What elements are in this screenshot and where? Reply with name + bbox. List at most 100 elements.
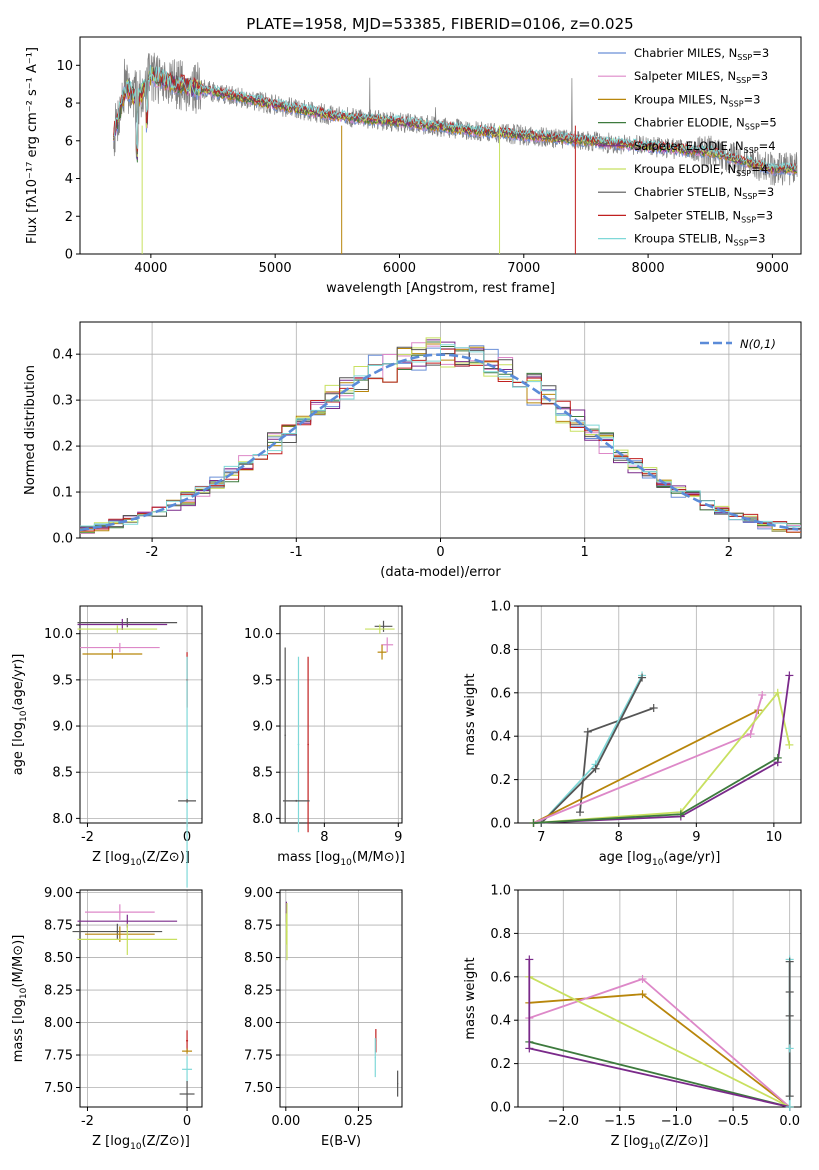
legend-subscript: SSP [741, 215, 756, 224]
residuals-xlabel: (data-model)/error [380, 565, 501, 580]
legend-subscript: SSP [734, 239, 749, 248]
label-part: (age/yr)] [663, 850, 720, 865]
label-part: (age/yr)] [11, 654, 26, 711]
weight-series-line [533, 709, 759, 824]
legend-text: Salpeter STELIB, N [634, 208, 741, 222]
x-tick-label: 7 [537, 830, 545, 845]
y-tick-label: 10.0 [244, 627, 273, 642]
y-tick-label: 8.25 [244, 984, 273, 999]
legend-entry-label: Chabrier STELIB, NSSP=3 [634, 185, 774, 201]
y-tick-label: 0.6 [490, 970, 511, 985]
y-tick-label: 9.00 [44, 886, 73, 901]
y-tick-label: 4 [65, 172, 73, 187]
x-tick-label: −2.0 [547, 1114, 579, 1129]
x-tick-label: 9000 [756, 261, 789, 276]
y-tick-label: 8.75 [244, 919, 273, 934]
residual-histogram-series [80, 344, 801, 528]
weight_vs_Z-xlabel: Z [log10(Z/Z⊙)] [611, 1134, 709, 1152]
legend-text: Kroupa MILES, N [634, 92, 729, 106]
mass_vs_Z-ylabel: mass [log10(M/M⊙)] [11, 935, 29, 1063]
legend-text: Kroupa ELODIE, N [634, 162, 736, 176]
label-part: age [ [599, 850, 632, 865]
model-spectrum-line [113, 65, 798, 171]
residuals-ylabel: Normed distribution [23, 365, 38, 495]
legend-text: Chabrier STELIB, N [634, 185, 742, 199]
mass_vs_Z-axes: -2 07.507.758.008.258.508.759.00Z [log10(… [11, 886, 203, 1152]
y-tick-label: 8.25 [44, 984, 73, 999]
y-tick-label: 0.6 [490, 686, 511, 701]
x-tick-label: 0.00 [271, 1114, 300, 1129]
spectrum-xlabel: wavelength [Angstrom, rest frame] [326, 281, 555, 296]
residuals-axes: -2 -1 0 1 2 0.0 0.1 0.2 0.3 0.4 (data-model)/error… [23, 321, 802, 580]
weight-series-line [540, 677, 643, 824]
y-tick-label: 9.0 [52, 720, 73, 735]
mass_vs_ebv-axes: 0.00 0.25 7.50 7.75 8.00 8.25 8.50 8.75 9.00 E(B-… [244, 886, 403, 1149]
label-part: log [321, 850, 341, 865]
y-tick-label: 8.0 [252, 812, 273, 827]
weight-series-line [533, 694, 764, 824]
x-tick-label: 8000 [632, 261, 665, 276]
y-tick-label: 0.0 [490, 817, 511, 832]
age_vs_Z-xlabel: Z [log10(Z/Z⊙)] [92, 850, 190, 868]
y-tick-label: 8.75 [44, 919, 73, 934]
x-tick-label: 1 [581, 545, 589, 560]
age_vs_mass-points [282, 620, 395, 833]
legend-text: Salpeter MILES, N [634, 69, 736, 83]
legend-entry-label: Salpeter ELODIE, NSSP=4 [634, 139, 776, 155]
x-tick-label: -2 [81, 1114, 94, 1129]
age_vs_mass-axes: 8 9 8.0 8.5 9.0 9.5 10.0 mass [log10(M/M⊙)] [244, 605, 405, 868]
x-tick-label: -1 [290, 545, 303, 560]
weight_vs_Z-ylabel: mass weight [463, 957, 478, 1039]
y-tick-label: 8.50 [244, 951, 273, 966]
weight-series-line [528, 959, 790, 1108]
label-part: Z [ [611, 1134, 629, 1149]
x-tick-label: 7000 [507, 261, 540, 276]
y-tick-label: 7.50 [244, 1081, 273, 1096]
x-tick-label: 8 [320, 830, 328, 845]
x-tick-label: 10 [766, 830, 783, 845]
weight-series-line [528, 975, 791, 1108]
age_vs_Z-frame [79, 605, 203, 824]
label-part: mass [ [11, 1019, 26, 1062]
x-tick-label: 0 [183, 1114, 191, 1129]
label-part: mass [ [277, 850, 320, 865]
weight-series-line [529, 993, 791, 1108]
mass_vs_ebv-xlabel: E(B-V) [321, 1134, 361, 1149]
x-tick-label: 6000 [383, 261, 416, 276]
x-tick-label: 0.25 [344, 1114, 373, 1129]
label-part: (M/M⊙)] [352, 850, 405, 865]
weight_vs_age-series [529, 671, 794, 827]
y-tick-label: 10 [56, 59, 73, 74]
legend-text: Kroupa STELIB, N [634, 232, 734, 246]
y-tick-label: 1.0 [490, 600, 511, 615]
mass_vs_Z-frame [79, 889, 203, 1108]
y-tick-label: 8.00 [244, 1016, 273, 1031]
weight_vs_Z-frame [517, 889, 802, 1108]
label-subscript: 10 [652, 858, 664, 868]
y-tick-label: 0 [65, 248, 73, 263]
mass_vs_ebv-frame [279, 889, 403, 1108]
legend-entry-label: Chabrier ELODIE, NSSP=5 [634, 116, 777, 132]
label-part: (data-model)/error [380, 565, 501, 580]
y-tick-label: 0.4 [490, 1014, 511, 1029]
legend-subscript: SSP [737, 53, 752, 62]
y-tick-label: 0.3 [52, 394, 73, 409]
legend-text: =4 [751, 162, 768, 176]
label-part: E(B-V) [321, 1134, 361, 1149]
y-tick-label: 0.0 [52, 532, 73, 547]
legend-text: Chabrier MILES, N [634, 46, 737, 60]
y-tick-label: 0.2 [490, 773, 511, 788]
residual-histograms [80, 337, 801, 534]
normal-reference-curve [80, 353, 799, 532]
weight_vs_Z-series [525, 955, 794, 1111]
legend-text: Chabrier ELODIE, N [634, 116, 745, 130]
age_vs_Z-axes: -208.08.59.09.510.0Z [log10(Z/Z⊙)]age [l… [11, 605, 203, 868]
y-tick-label: 0.4 [52, 348, 73, 363]
x-tick-label: 9 [692, 830, 700, 845]
legend-entry-label: Salpeter MILES, NSSP=3 [634, 69, 768, 85]
mass_vs_ebv-points [285, 901, 399, 1097]
label-part: (Z/Z⊙)] [142, 850, 190, 865]
y-tick-label: 9.0 [252, 720, 273, 735]
